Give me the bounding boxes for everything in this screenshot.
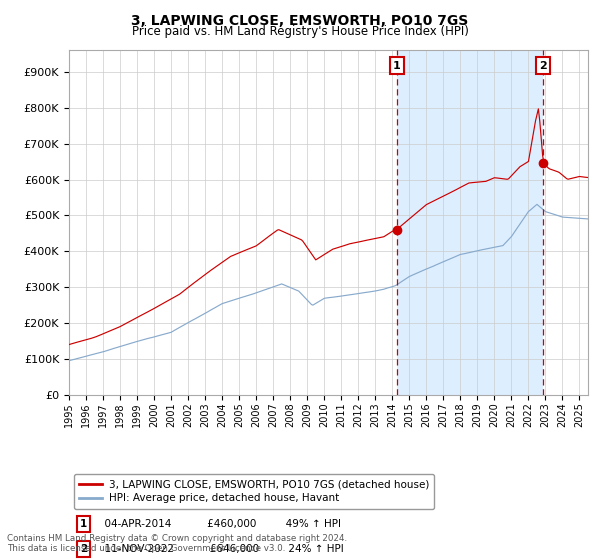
Text: 2: 2 bbox=[80, 544, 87, 554]
Legend: 3, LAPWING CLOSE, EMSWORTH, PO10 7GS (detached house), HPI: Average price, detac: 3, LAPWING CLOSE, EMSWORTH, PO10 7GS (de… bbox=[74, 474, 434, 508]
Bar bbox=[397, 50, 543, 395]
Text: Price paid vs. HM Land Registry's House Price Index (HPI): Price paid vs. HM Land Registry's House … bbox=[131, 25, 469, 38]
Text: 1: 1 bbox=[80, 519, 87, 529]
Text: 04-APR-2014           £460,000         49% ↑ HPI: 04-APR-2014 £460,000 49% ↑ HPI bbox=[98, 519, 341, 529]
Text: Contains HM Land Registry data © Crown copyright and database right 2024.
This d: Contains HM Land Registry data © Crown c… bbox=[7, 534, 347, 553]
Text: 2: 2 bbox=[539, 60, 547, 71]
Text: 11-NOV-2022           £646,000         24% ↑ HPI: 11-NOV-2022 £646,000 24% ↑ HPI bbox=[98, 544, 343, 554]
Text: 3, LAPWING CLOSE, EMSWORTH, PO10 7GS: 3, LAPWING CLOSE, EMSWORTH, PO10 7GS bbox=[131, 14, 469, 28]
Text: 1: 1 bbox=[393, 60, 401, 71]
